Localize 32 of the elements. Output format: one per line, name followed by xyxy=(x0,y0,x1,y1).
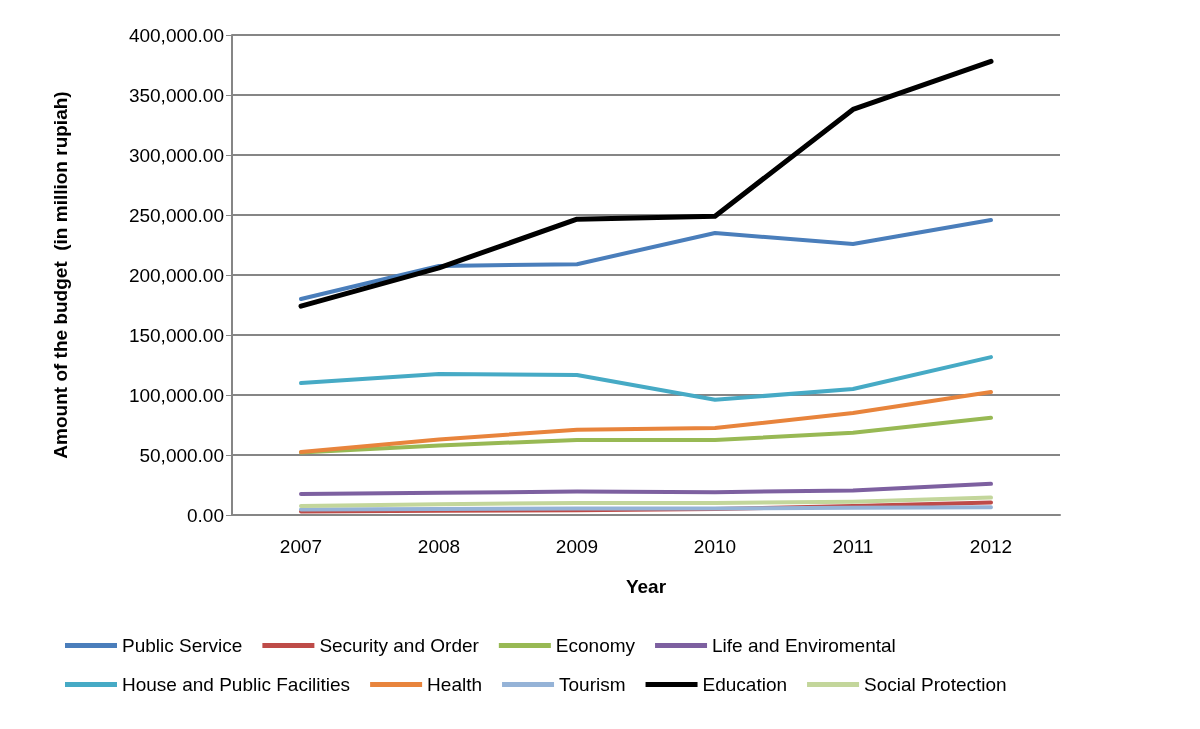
legend-label: Tourism xyxy=(559,674,626,695)
legend-label: Life and Enviromental xyxy=(712,635,896,656)
line-series xyxy=(299,415,993,455)
legend-label: Health xyxy=(427,674,483,695)
y-tick-label: 100,000.00 xyxy=(128,384,224,406)
x-tick-label: 2009 xyxy=(555,536,599,557)
y-axis-title: Amount of the budget (in million rupiah) xyxy=(50,91,71,459)
y-tick-label: 200,000.00 xyxy=(128,264,224,286)
y-tick-label: 250,000.00 xyxy=(128,204,224,226)
legend-label: House and Public Facilities xyxy=(122,674,351,695)
legend-label: Social Protection xyxy=(864,674,1007,695)
y-tick-label: 50,000.00 xyxy=(139,444,224,466)
y-tick-label: 300,000.00 xyxy=(128,144,224,166)
line-series xyxy=(299,390,993,454)
legend-label: Economy xyxy=(555,635,636,656)
x-tick-label: 2010 xyxy=(693,536,737,557)
x-tick-label: 2008 xyxy=(417,536,461,557)
legend-label: Security and Order xyxy=(319,635,480,656)
line-series xyxy=(299,481,993,496)
y-tick-label: 150,000.00 xyxy=(128,324,224,346)
legend-label: Education xyxy=(702,674,788,695)
y-tick-label: 350,000.00 xyxy=(128,84,224,106)
line-series xyxy=(299,495,993,508)
line-series xyxy=(299,355,993,402)
line-series xyxy=(299,218,993,301)
y-tick-label: 0.00 xyxy=(187,504,224,526)
y-tick-label: 400,000.00 xyxy=(128,24,224,46)
x-tick-label: 2007 xyxy=(279,536,323,557)
x-tick-label: 2011 xyxy=(832,536,874,557)
x-tick-label: 2012 xyxy=(969,536,1013,557)
legend-label: Public Service xyxy=(122,635,243,656)
x-axis-title: Year xyxy=(625,576,667,597)
